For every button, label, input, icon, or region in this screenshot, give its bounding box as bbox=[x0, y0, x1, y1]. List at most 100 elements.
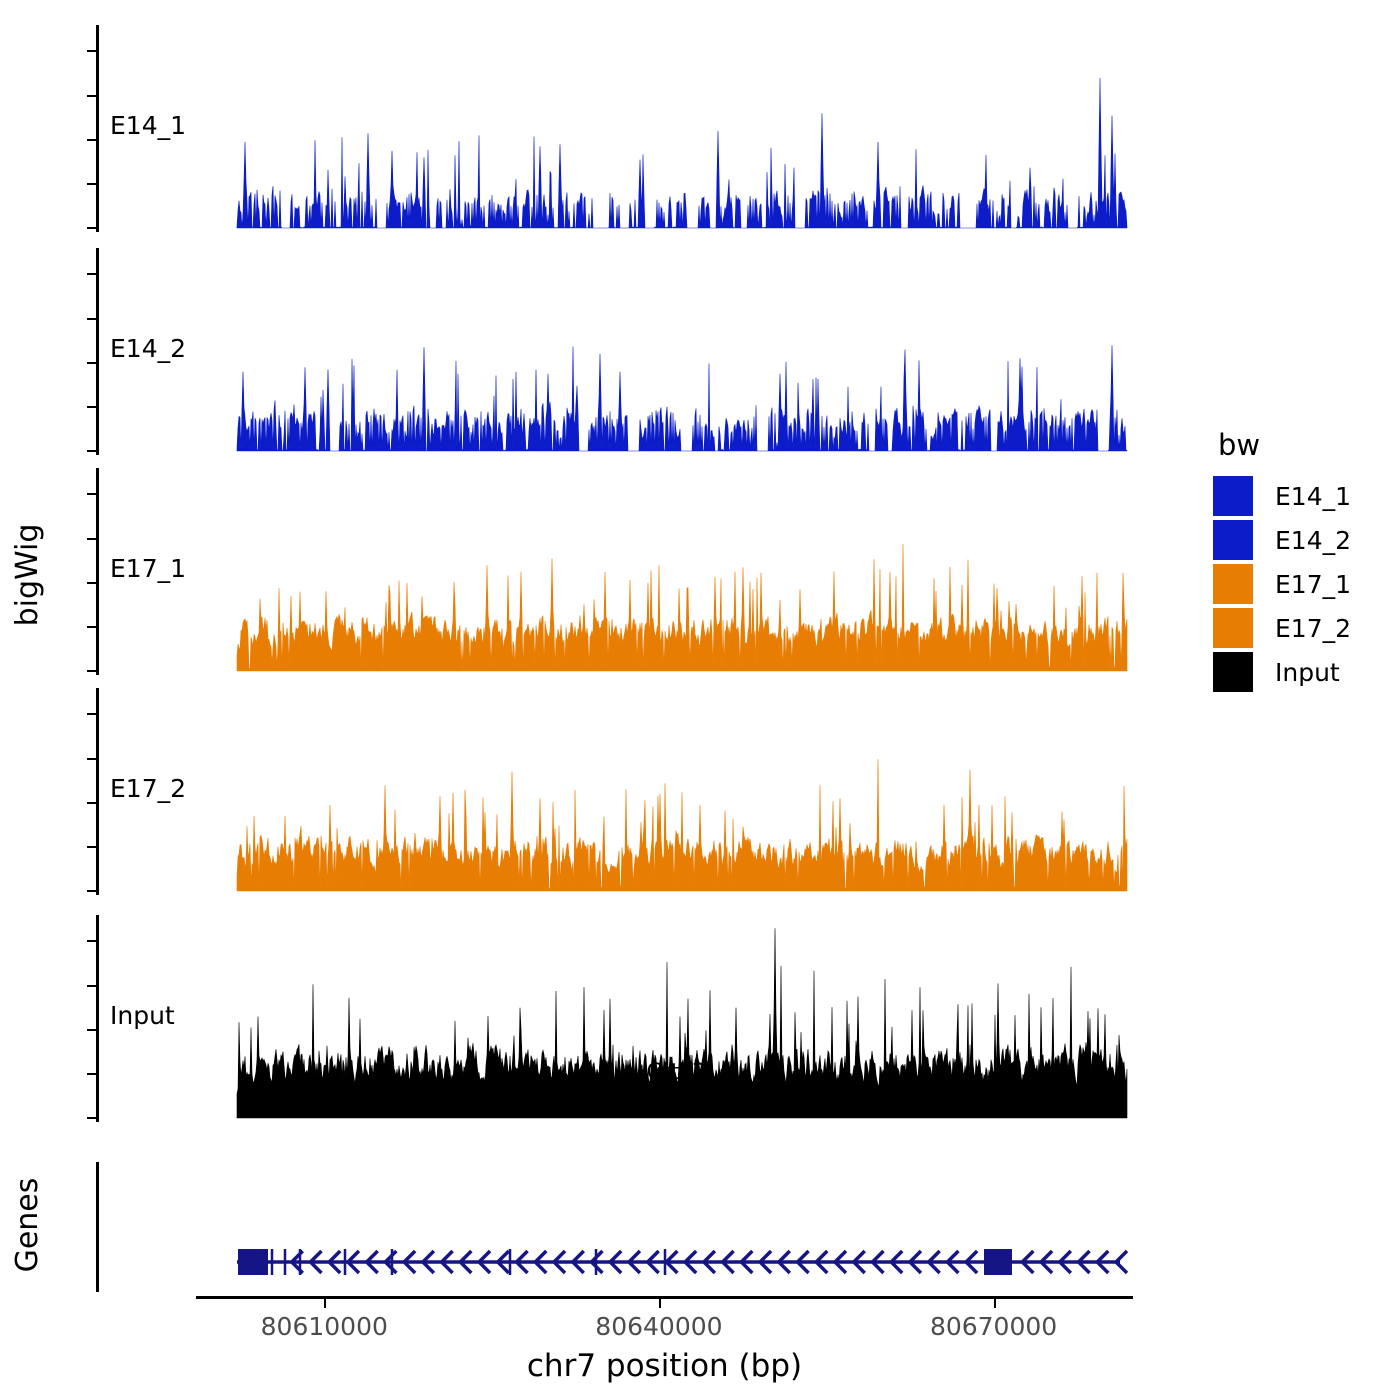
strand-arrow-left-icon bbox=[1094, 1249, 1110, 1275]
legend-item-e17_1[interactable]: E17_1 bbox=[1213, 562, 1393, 606]
strand-arrow-left-icon bbox=[645, 1249, 660, 1275]
y-tick-mark bbox=[87, 670, 96, 672]
strand-arrow-left-icon bbox=[813, 1249, 829, 1275]
strand-arrow-left-icon bbox=[457, 1249, 473, 1275]
y-tick-mark bbox=[87, 1072, 96, 1075]
strand-arrow-left-icon bbox=[926, 1249, 941, 1275]
strand-arrow-left-icon bbox=[832, 1249, 848, 1275]
x-axis: 80610000 80640000 80670000 chr7 position (… bbox=[0, 1296, 1200, 1396]
legend-items: E14_1 E14_2 E17_1 E17_2 Input bbox=[1213, 474, 1393, 694]
y-tick-mark bbox=[87, 1028, 96, 1031]
legend: bw E14_1 E14_2 E17_1 E17_2 Input bbox=[1213, 430, 1393, 694]
y-axis-line bbox=[96, 248, 99, 455]
strand-arrow-left-icon bbox=[326, 1249, 342, 1275]
legend-color-swatch bbox=[1213, 520, 1253, 560]
legend-item-label: E17_1 bbox=[1275, 569, 1352, 599]
strand-arrow-left-icon bbox=[1113, 1249, 1129, 1275]
strand-arrow-left-icon bbox=[476, 1249, 492, 1275]
legend-color-swatch bbox=[1213, 476, 1253, 516]
track-label-input: Input bbox=[110, 1001, 175, 1030]
strand-arrow-left-icon bbox=[551, 1249, 567, 1275]
y-tick-mark bbox=[87, 625, 96, 628]
legend-item-label: Input bbox=[1275, 657, 1340, 687]
strand-arrow-left-icon bbox=[663, 1249, 679, 1275]
strand-arrow-left-icon bbox=[307, 1249, 323, 1275]
strand-arrow-left-icon bbox=[420, 1249, 436, 1275]
strand-arrow-left-icon bbox=[532, 1249, 548, 1275]
y-tick-mark bbox=[87, 537, 96, 540]
strand-arrow-left-icon bbox=[851, 1249, 866, 1275]
track-label-e14_2: E14_2 bbox=[110, 334, 187, 363]
strand-arrow-left-icon bbox=[289, 1249, 304, 1275]
strand-arrow-left-icon bbox=[588, 1249, 604, 1275]
track-label-e14_1: E14_1 bbox=[110, 111, 187, 140]
y-tick-mark bbox=[87, 317, 96, 320]
track-label-e17_2: E17_2 bbox=[110, 774, 187, 803]
legend-item-label: E14_1 bbox=[1275, 481, 1352, 511]
x-axis-line bbox=[196, 1296, 1133, 1299]
y-axis-line bbox=[96, 915, 99, 1122]
strand-arrow-left-icon bbox=[944, 1249, 960, 1275]
y-tick-mark bbox=[87, 227, 96, 229]
strand-arrow-left-icon bbox=[382, 1249, 398, 1275]
gene-label: Crtc3 bbox=[646, 1060, 706, 1085]
y-tick-mark bbox=[87, 801, 96, 804]
strand-arrow-left-icon bbox=[682, 1249, 698, 1275]
y-tick-mark bbox=[87, 138, 96, 141]
strand-arrow-left-icon bbox=[776, 1249, 792, 1275]
gene-model[interactable] bbox=[0, 1150, 1140, 1300]
y-tick-mark bbox=[87, 845, 96, 848]
strand-arrow-left-icon bbox=[907, 1249, 923, 1275]
strand-arrow-left-icon bbox=[869, 1249, 885, 1275]
y-tick-mark bbox=[87, 1117, 96, 1119]
y-tick-mark bbox=[87, 450, 96, 452]
y-tick-mark bbox=[87, 94, 96, 97]
strand-arrow-left-icon bbox=[607, 1249, 623, 1275]
strand-arrow-left-icon bbox=[1076, 1249, 1091, 1275]
strand-arrow-left-icon bbox=[626, 1249, 642, 1275]
strand-arrow-left-icon bbox=[1057, 1249, 1073, 1275]
strand-arrow-left-icon bbox=[570, 1249, 585, 1275]
legend-item-label: E14_2 bbox=[1275, 525, 1352, 555]
strand-arrow-left-icon bbox=[495, 1249, 511, 1275]
legend-item-e14_2[interactable]: E14_2 bbox=[1213, 518, 1393, 562]
y-tick-mark bbox=[87, 581, 96, 584]
y-tick-mark bbox=[87, 757, 96, 760]
strand-arrow-left-icon bbox=[345, 1249, 361, 1275]
track-label-e17_1: E17_1 bbox=[110, 554, 187, 583]
strand-arrow-left-icon bbox=[720, 1249, 735, 1275]
y-tick-mark bbox=[87, 182, 96, 185]
x-tick-label: 80640000 bbox=[595, 1312, 723, 1341]
y-tick-mark bbox=[87, 50, 96, 53]
x-tick-mark bbox=[324, 1299, 327, 1308]
strand-arrow-left-icon bbox=[439, 1249, 454, 1275]
strand-arrow-left-icon bbox=[738, 1249, 754, 1275]
x-tick-mark bbox=[993, 1299, 996, 1308]
y-tick-mark bbox=[87, 493, 96, 496]
y-tick-mark bbox=[87, 890, 96, 892]
legend-item-e17_2[interactable]: E17_2 bbox=[1213, 606, 1393, 650]
x-tick-label: 80610000 bbox=[260, 1312, 388, 1341]
legend-color-swatch bbox=[1213, 652, 1253, 692]
strand-arrow-left-icon bbox=[888, 1249, 904, 1275]
gene-exon-block bbox=[984, 1249, 1012, 1275]
y-axis-title: bigWig bbox=[10, 523, 45, 627]
legend-item-input[interactable]: Input bbox=[1213, 650, 1393, 694]
genes-panel: Crtc3 bbox=[0, 1060, 1140, 1300]
y-axis-line bbox=[96, 25, 99, 232]
y-tick-mark bbox=[87, 273, 96, 276]
legend-item-label: E17_2 bbox=[1275, 613, 1352, 643]
x-axis-title: chr7 position (bp) bbox=[526, 1348, 803, 1384]
y-tick-mark bbox=[87, 940, 96, 943]
strand-arrow-left-icon bbox=[1019, 1249, 1035, 1275]
strand-arrow-left-icon bbox=[701, 1249, 717, 1275]
strand-arrow-left-icon bbox=[401, 1249, 417, 1275]
legend-title: bw bbox=[1218, 428, 1261, 462]
legend-item-e14_1[interactable]: E14_1 bbox=[1213, 474, 1393, 518]
strand-arrow-left-icon bbox=[1038, 1249, 1054, 1275]
strand-arrow-left-icon bbox=[757, 1249, 773, 1275]
y-axis-line bbox=[96, 468, 99, 675]
strand-arrow-left-icon bbox=[963, 1249, 979, 1275]
legend-color-swatch bbox=[1213, 608, 1253, 648]
